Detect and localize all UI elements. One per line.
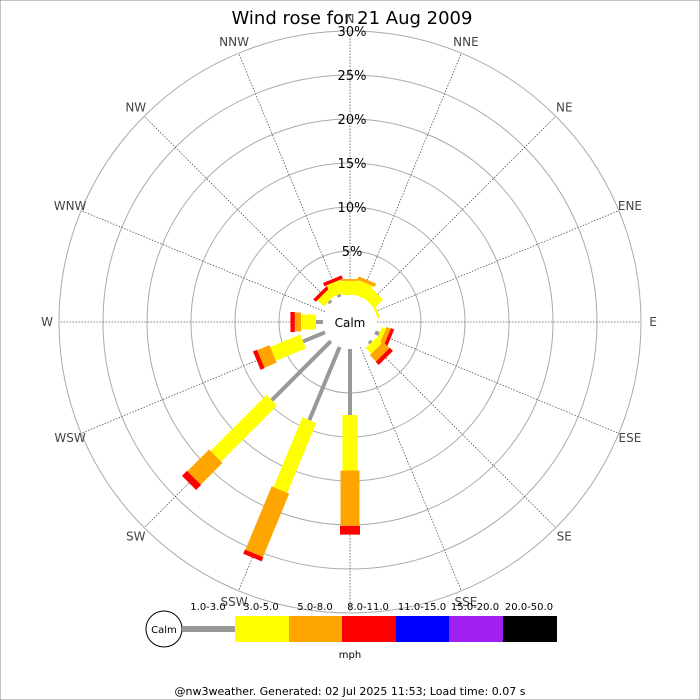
polar-grid <box>58 30 642 614</box>
grid-spoke <box>374 210 620 313</box>
direction-label-nnw: NNW <box>219 35 249 49</box>
direction-label-sw: SW <box>126 529 146 543</box>
radial-tick-label: 25% <box>338 69 367 84</box>
bar-ssw-1.0-3.0 <box>307 346 342 421</box>
footer-text: @nw3weather. Generated: 02 Jul 2025 11:5… <box>175 685 526 698</box>
direction-label-nw: NW <box>125 101 146 115</box>
grid-spoke <box>374 331 620 434</box>
radial-tick-labels: 5% 10% 15% 20% 25% 30% <box>338 25 367 260</box>
legend-items: 1.0-3.0 3.0-5.0 5.0-8.0 8.0-11.0 11.0-15.0 15… <box>182 602 557 642</box>
legend-label: 1.0-3.0 <box>190 602 225 613</box>
bar-nnw-8.0-11.0 <box>323 275 343 287</box>
bar-se-5.0-8.0 <box>369 341 390 362</box>
direction-label-wsw: WSW <box>54 431 85 445</box>
legend-label: 5.0-8.0 <box>297 602 332 613</box>
wind-bars <box>181 275 395 562</box>
direction-label-nne: NNE <box>453 35 479 49</box>
grid-spoke <box>80 210 326 313</box>
calm-circle: Calm <box>323 295 377 349</box>
bar-nnw-1.0-3.0 <box>336 293 342 298</box>
legend-calm-label: Calm <box>151 625 177 636</box>
grid-spoke <box>238 52 341 298</box>
radial-tick-label: 10% <box>338 201 367 216</box>
bar-sw-8.0-11.0 <box>181 470 202 491</box>
chart-title: Wind rose for 21 Aug 2009 <box>232 8 473 29</box>
legend-unit: mph <box>339 650 361 661</box>
bar-ssw-8.0-11.0 <box>243 549 264 562</box>
grid-spoke <box>359 346 462 592</box>
direction-label-ssw: SSW <box>220 595 247 609</box>
legend-swatch-1.0-3.0 <box>182 626 235 632</box>
bar-se-3.0-5.0 <box>365 337 382 354</box>
grid-spoke <box>143 115 332 304</box>
bar-ene-3.0-5.0 <box>372 303 381 319</box>
grid-spoke <box>368 340 557 529</box>
bar-se-1.0-3.0 <box>367 339 373 345</box>
bar-ese-3.0-5.0 <box>376 327 386 343</box>
direction-label-ese: ESE <box>619 431 642 445</box>
legend-swatch-15.0-20.0 <box>449 616 503 642</box>
grid-spoke <box>359 52 462 298</box>
legend-swatch-20.0-50.0 <box>503 616 557 642</box>
legend-label: 8.0-11.0 <box>347 602 389 613</box>
direction-label-wnw: WNW <box>54 199 87 213</box>
legend-label: 15.0-20.0 <box>451 602 499 613</box>
bar-ese-8.0-11.0 <box>383 328 395 348</box>
bar-ssw-3.0-5.0 <box>273 417 317 493</box>
legend-swatch-5.0-8.0 <box>289 616 342 642</box>
legend-label: 20.0-50.0 <box>505 602 553 613</box>
bar-ese-1.0-3.0 <box>374 330 380 336</box>
direction-label-ne: NE <box>556 101 573 115</box>
bar-wsw-5.0-8.0 <box>257 345 277 368</box>
legend-swatch-11.0-15.0 <box>396 616 449 642</box>
bar-sw-1.0-3.0 <box>270 339 333 402</box>
legend-swatch-8.0-11.0 <box>342 616 396 642</box>
grid-spoke <box>368 115 557 304</box>
bar-ne-3.0-5.0 <box>363 288 384 309</box>
bar-se-8.0-11.0 <box>375 347 393 365</box>
bar-nnw-3.0-5.0 <box>326 279 346 298</box>
radial-tick-label: 15% <box>338 157 367 172</box>
grid-spoke <box>143 340 332 529</box>
radial-tick-label: 5% <box>342 245 363 260</box>
bar-sw-5.0-8.0 <box>187 449 223 485</box>
legend: Calm 1.0-3.0 3.0-5.0 5.0-8.0 8.0-11.0 11.0-1… <box>145 602 557 661</box>
bar-sw-3.0-5.0 <box>210 394 278 462</box>
direction-label-w: W <box>41 315 53 329</box>
calm-disc <box>323 295 377 349</box>
bar-wsw-8.0-11.0 <box>252 349 265 370</box>
radial-tick-label: 20% <box>338 113 367 128</box>
direction-label-ene: ENE <box>618 199 642 213</box>
legend-label: 3.0-5.0 <box>243 602 278 613</box>
direction-label-n: N <box>346 12 355 26</box>
bar-nne-5.0-8.0 <box>357 276 377 287</box>
direction-labels: NNNENEENEEESESESSESSSWSWWSWWWNWNWNNW <box>41 12 657 632</box>
direction-label-e: E <box>649 315 657 329</box>
direction-label-se: SE <box>557 529 572 543</box>
bar-wsw-1.0-3.0 <box>302 330 326 344</box>
radial-tick-label: 30% <box>338 25 367 40</box>
bar-nne-3.0-5.0 <box>353 280 373 300</box>
grid-spoke <box>80 331 326 434</box>
calm-center-label: Calm <box>335 316 366 330</box>
legend-swatch-3.0-5.0 <box>235 616 289 642</box>
bar-nw-1.0-3.0 <box>327 299 333 305</box>
legend-label: 11.0-15.0 <box>398 602 446 613</box>
grid-circle <box>58 30 642 614</box>
bar-ssw-5.0-8.0 <box>245 486 290 558</box>
bar-nw-8.0-11.0 <box>313 285 330 302</box>
bar-nw-3.0-5.0 <box>317 289 335 307</box>
bar-ese-5.0-8.0 <box>379 326 391 347</box>
bar-wsw-3.0-5.0 <box>270 334 306 361</box>
direction-label-sse: SSE <box>455 595 478 609</box>
